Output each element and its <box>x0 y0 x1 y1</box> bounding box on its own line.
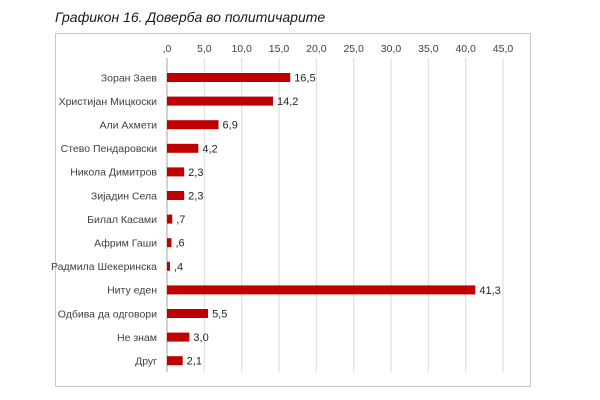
category-label: Али Ахмети <box>99 120 157 132</box>
bar <box>167 238 172 248</box>
x-tick-label: 25,0 <box>343 43 364 55</box>
data-label: ,7 <box>176 214 185 226</box>
data-label: 2,3 <box>188 191 203 203</box>
category-label: Зијадин Села <box>91 190 157 202</box>
data-label: 2,3 <box>188 167 203 179</box>
data-label: 3,0 <box>193 332 208 344</box>
bar <box>167 120 219 130</box>
x-tick-label: 10,0 <box>231 43 252 55</box>
x-tick-label: 40,0 <box>455 43 476 55</box>
bar <box>167 261 170 271</box>
bar <box>167 356 183 366</box>
category-label: Африм Гаши <box>94 238 157 250</box>
category-label: Билал Касами <box>87 214 157 226</box>
data-label: ,6 <box>175 238 184 250</box>
data-label: 16,5 <box>294 73 315 85</box>
category-label: Друг <box>135 356 157 368</box>
x-tick-label: 45,0 <box>493 43 514 55</box>
data-label: ,4 <box>174 261 183 273</box>
data-label: 41,3 <box>479 285 500 297</box>
chart-title: Графикон 16. Доверба во политичарите <box>55 9 326 25</box>
bar <box>167 214 173 224</box>
data-label: 5,5 <box>212 309 227 321</box>
x-tick-label: 30,0 <box>381 43 402 55</box>
category-label: Ниту еден <box>107 285 157 297</box>
category-label: Радмила Шекеринска <box>51 261 157 273</box>
data-label: 6,9 <box>223 120 238 132</box>
bar <box>167 143 199 153</box>
bar <box>167 309 209 318</box>
x-tick-label: 35,0 <box>418 43 439 55</box>
x-tick-label: 20,0 <box>306 43 327 55</box>
x-tick-label: ,0 <box>163 43 172 55</box>
category-label: Зоран Заев <box>101 72 158 84</box>
category-label: Одбива да одговори <box>58 308 157 320</box>
category-label: Не знам <box>117 332 157 344</box>
bar <box>167 191 185 200</box>
bar <box>167 96 274 106</box>
bar <box>167 73 291 82</box>
data-label: 14,2 <box>277 96 298 108</box>
x-tick-label: 5,0 <box>197 43 212 55</box>
data-label: 2,1 <box>187 356 202 368</box>
category-label: Стево Пендаровски <box>61 143 157 155</box>
x-tick-label: 15,0 <box>269 43 290 55</box>
bar <box>167 167 185 177</box>
category-label: Христијан Мицкоски <box>59 96 158 108</box>
bar <box>167 332 190 342</box>
chart-frame <box>55 33 531 387</box>
data-label: 4,2 <box>202 143 217 155</box>
category-label: Никола Димитров <box>70 167 157 179</box>
bar <box>167 285 476 295</box>
